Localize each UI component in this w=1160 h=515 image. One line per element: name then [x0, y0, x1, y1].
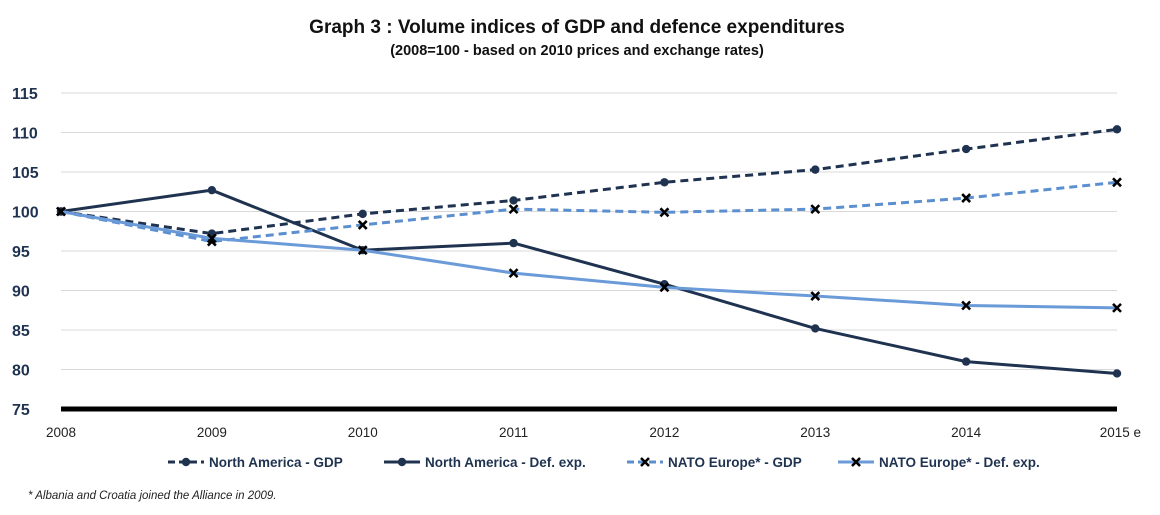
- data-point: [508, 204, 519, 215]
- y-tick-label: 90: [12, 284, 30, 301]
- data-point: [207, 185, 217, 195]
- data-point: [357, 245, 368, 256]
- x-tick-label: 2015 e: [1100, 425, 1141, 440]
- legend-marker: [397, 457, 407, 467]
- data-point: [961, 144, 971, 154]
- y-tick-label: 105: [12, 165, 39, 182]
- y-axis-ticks: 75 80 85 90 95 100 105 110 115: [12, 86, 39, 419]
- x-tick-label: 2009: [197, 425, 227, 440]
- legend-label: North America - Def. exp.: [425, 455, 586, 470]
- y-tick-label: 115: [12, 86, 38, 103]
- data-point: [810, 291, 821, 301]
- series-1: [56, 125, 1122, 238]
- data-point: [659, 282, 670, 293]
- data-point: [961, 357, 971, 366]
- data-point: [1112, 125, 1122, 134]
- legend-marker: [640, 457, 650, 467]
- data-point: [811, 165, 820, 174]
- data-point: [509, 196, 518, 205]
- x-tick-label: 2013: [800, 425, 830, 440]
- gridlines: [61, 92, 1117, 370]
- data-point: [357, 220, 368, 230]
- x-tick-label: 2011: [499, 425, 528, 440]
- y-tick-label: 95: [12, 244, 30, 261]
- data-point: [508, 268, 519, 279]
- data-point: [1112, 369, 1122, 378]
- legend-label: NATO Europe* - Def. exp.: [879, 455, 1040, 470]
- x-tick-label: 2014: [951, 425, 982, 440]
- legend-label: North America - GDP: [209, 455, 343, 470]
- legend-item: North America - Def. exp.: [384, 455, 586, 470]
- data-point: [961, 193, 972, 203]
- data-point: [56, 206, 66, 217]
- y-tick-label: 85: [12, 323, 30, 340]
- data-point: [811, 324, 820, 333]
- series-4: [56, 206, 1122, 313]
- y-tick-label: 80: [12, 363, 30, 380]
- series-line: [60, 180, 1118, 244]
- legend: North America - GDP North America - Def. …: [168, 455, 1040, 470]
- data-point: [1112, 302, 1122, 313]
- x-tick-label: 2008: [46, 425, 76, 440]
- legend-marker: [851, 457, 861, 467]
- y-tick-label: 75: [12, 402, 30, 419]
- series-line: [60, 127, 1118, 236]
- series-line: [60, 210, 1118, 310]
- legend-item: NATO Europe* - GDP: [627, 455, 802, 470]
- legend-marker: [181, 457, 191, 467]
- x-tick-label: 2012: [649, 425, 679, 440]
- y-tick-label: 110: [12, 126, 38, 143]
- data-point: [358, 209, 367, 219]
- data-point: [961, 300, 972, 311]
- x-axis-ticks: 2008 2009 2010 2011 2012 2013 2014 2015 e: [46, 425, 1141, 440]
- data-point: [659, 207, 670, 218]
- data-point: [810, 204, 821, 215]
- data-point: [206, 233, 217, 244]
- data-point: [660, 178, 669, 187]
- series-line: [60, 188, 1118, 375]
- chart-subtitle: (2008=100 - based on 2010 prices and exc…: [390, 43, 764, 59]
- series-2: [56, 185, 1122, 378]
- y-tick-label: 100: [12, 205, 39, 222]
- x-tick-label: 2010: [348, 425, 378, 440]
- legend-label: NATO Europe* - GDP: [668, 455, 802, 470]
- chart-title: Graph 3 : Volume indices of GDP and defe…: [309, 17, 845, 38]
- legend-item: North America - GDP: [168, 455, 343, 470]
- data-point: [509, 238, 518, 248]
- series-lines: [56, 125, 1122, 378]
- data-point: [1112, 177, 1122, 188]
- legend-item: NATO Europe* - Def. exp.: [838, 455, 1040, 470]
- footnote: * Albania and Croatia joined the Allianc…: [28, 490, 277, 502]
